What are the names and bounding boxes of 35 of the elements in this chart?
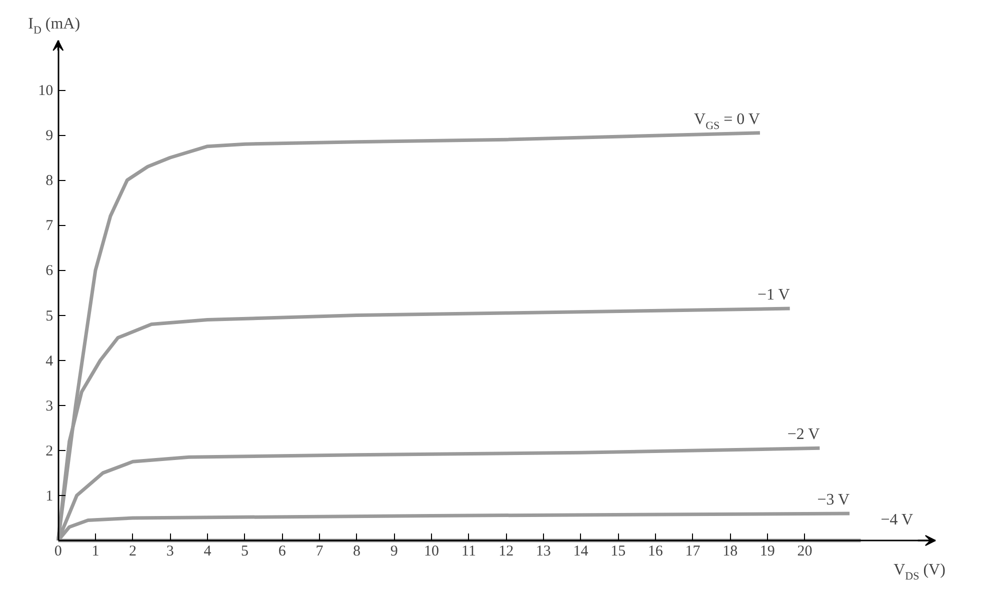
x-tick-label: 17	[685, 544, 701, 560]
series-label: −1 V	[758, 286, 790, 304]
y-tick-label: 2	[46, 443, 54, 460]
x-tick-label: 9	[390, 544, 398, 560]
x-tick-label: 3	[166, 544, 174, 560]
y-tick-label: 3	[46, 398, 54, 414]
x-tick-label: 19	[760, 544, 775, 560]
series-label: −2 V	[787, 426, 820, 444]
x-tick-label: 16	[648, 544, 664, 560]
x-tick-label: 7	[316, 544, 324, 560]
x-tick-label: 1	[92, 544, 100, 560]
x-tick-label: 14	[573, 544, 589, 560]
x-tick-label: 0	[54, 544, 62, 560]
x-tick-label: 10	[424, 544, 439, 560]
series-label: −4 V	[880, 512, 914, 528]
y-tick-label: 7	[46, 218, 54, 234]
x-tick-label: 8	[353, 544, 361, 560]
y-tick-label: 10	[38, 83, 54, 100]
x-tick-label: 15	[610, 544, 626, 560]
x-tick-label: 11	[462, 544, 476, 560]
x-tick-label: 6	[278, 544, 286, 560]
y-tick-label: 6	[46, 263, 54, 280]
x-tick-label: 13	[536, 544, 551, 560]
y-tick-label: 5	[46, 308, 54, 324]
y-tick-label: 8	[46, 173, 54, 190]
y-tick-label: 4	[46, 353, 54, 370]
y-tick-label: 1	[46, 488, 54, 504]
x-tick-label: 2	[129, 544, 137, 560]
x-tick-label: 12	[498, 544, 514, 560]
x-tick-label: 18	[722, 544, 738, 560]
y-tick-label: 9	[46, 128, 54, 144]
x-tick-label: 20	[797, 544, 812, 560]
x-tick-label: 5	[241, 544, 249, 560]
x-tick-label: 4	[204, 544, 212, 560]
series-label: −3 V	[817, 491, 850, 508]
